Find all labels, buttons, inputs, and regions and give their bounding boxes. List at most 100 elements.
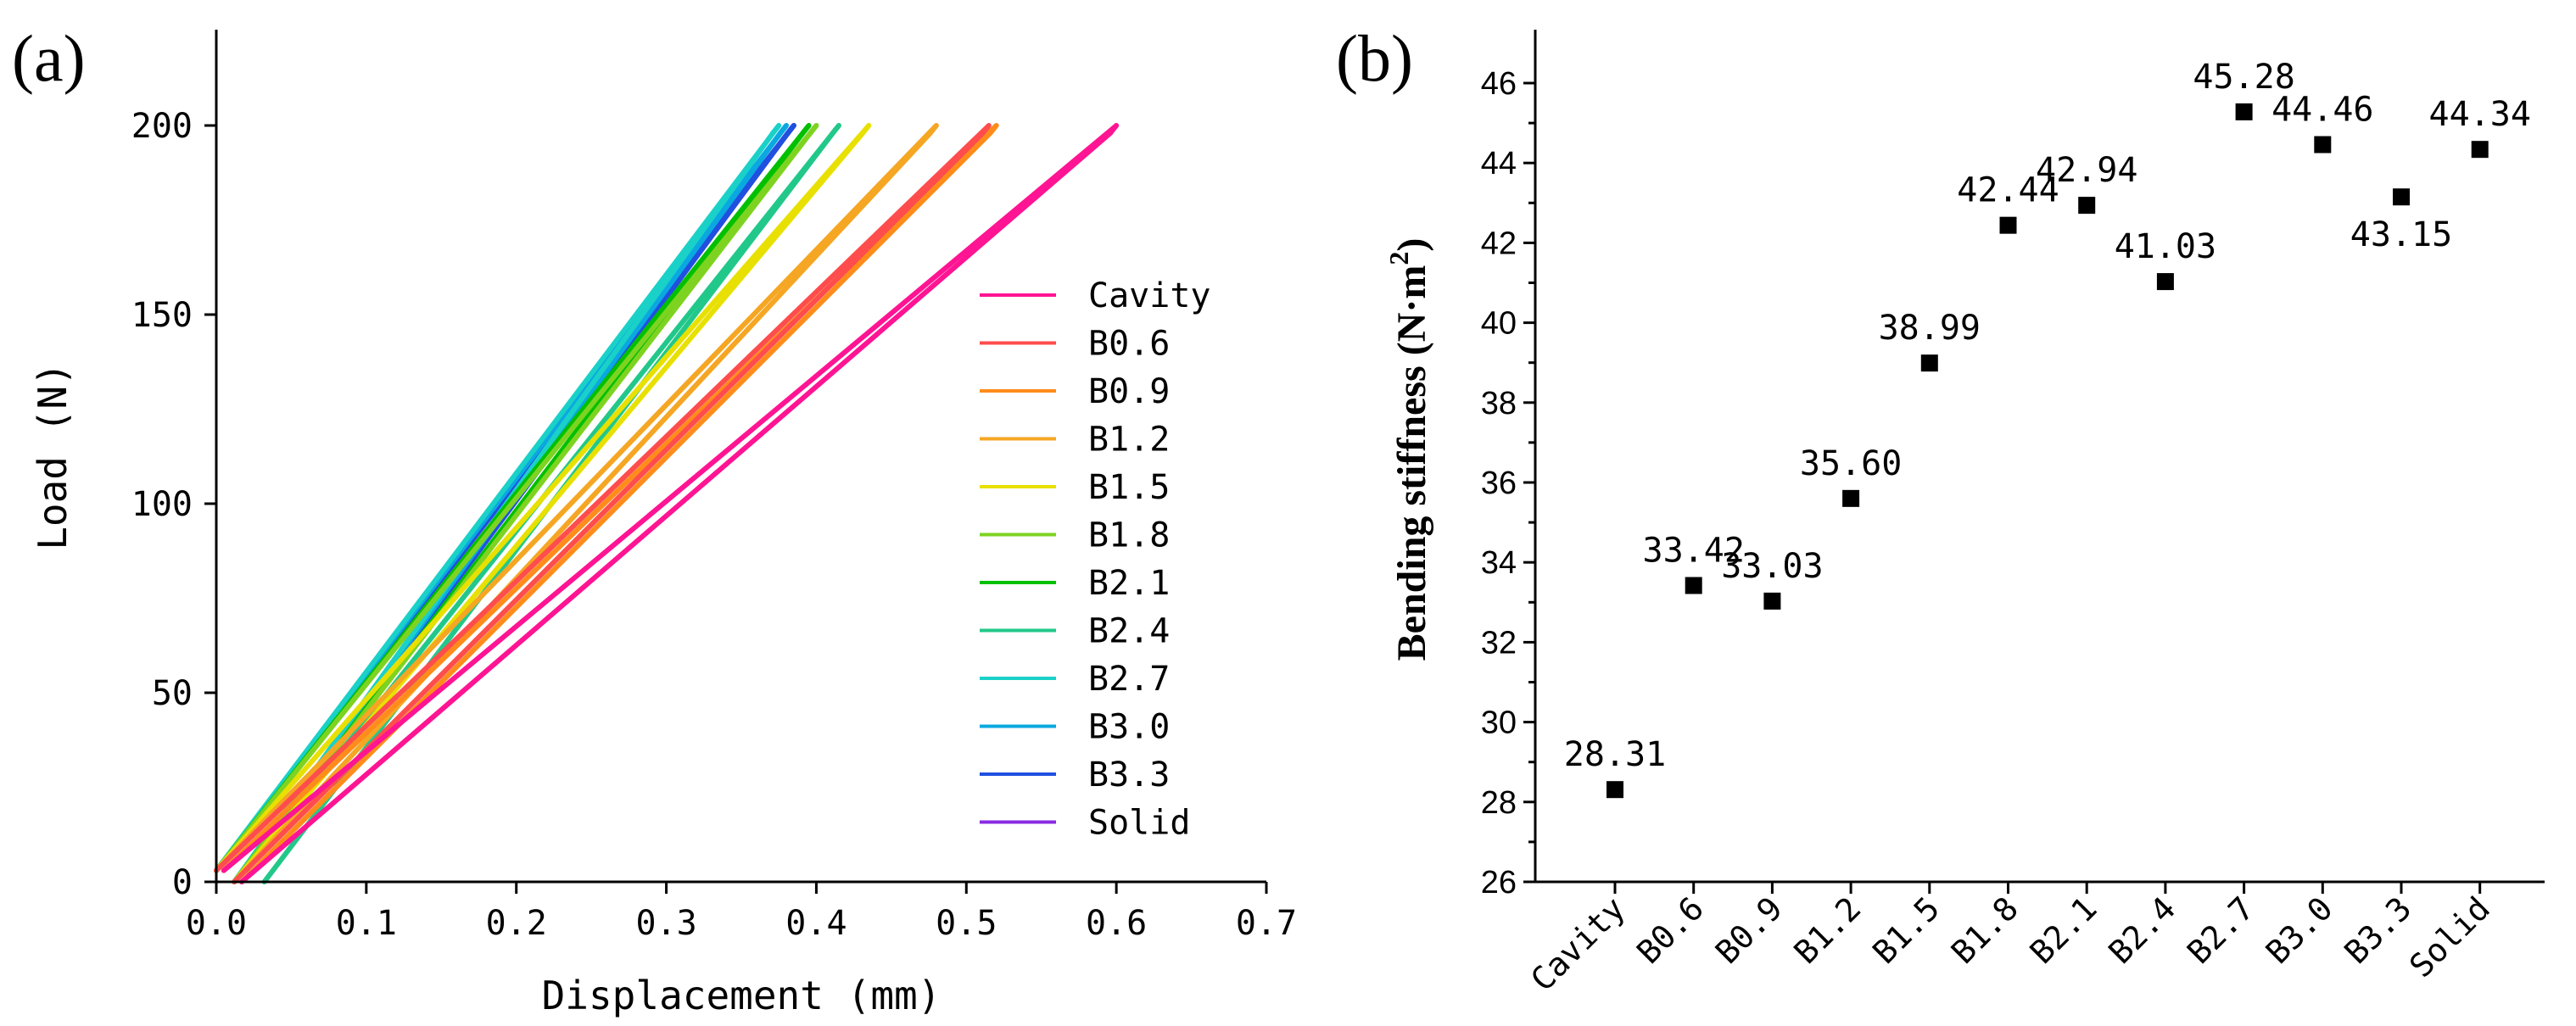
panel-a-y-tick-label: 50 [152,674,193,713]
legend-label-b2-7: B2.7 [1088,660,1170,699]
panel-a-series-cavity-loading-line [221,123,1120,873]
panel-b-data-label: 28.31 [1564,735,1666,774]
panel-b: (b) 26 28 30 32 34 36 38 40 42 44 46 CavityB0.6B0.… [1336,21,2545,998]
panel-b-point-b0-6 [1685,577,1702,594]
panel-a-series-cavity-peak [1108,124,1119,135]
panel-b-point-b1-2 [1842,489,1860,507]
panel-a-y-tick-label: 0 [172,863,193,902]
panel-b-point-b0-9 [1763,592,1781,610]
panel-b-x-tick-label: B0.6 [1629,889,1711,971]
panel-a-series-b0-6-peak [981,124,992,135]
panel-b-y-axis-title: Bending stiffness (N·m2) [1383,238,1434,661]
panel-a-series-b1-2-loading-line [214,123,939,873]
panel-a-x-ticks: 0.0 0.1 0.2 0.3 0.4 0.5 0.6 0.7 [186,882,1297,943]
panel-a-x-tick-label: 0.2 [486,904,547,943]
panel-a-series-b3-0-peak [778,124,789,135]
panel-a-y-tick-label: 100 [131,485,193,524]
panel-a-series-b2-1-peak [801,124,811,135]
panel-b-point-b2-4 [2156,273,2174,291]
panel-b-data-label: 38.99 [1879,309,1981,348]
legend-label-b3-0: B3.0 [1088,708,1170,747]
panel-a-series-b1-2-peak [928,124,939,135]
panel-b-y-tick-label: 42 [1481,226,1517,261]
panel-b-x-tick-label: B1.8 [1944,889,2026,971]
panel-a-series-b0-9-peak [988,124,999,135]
legend-label-b2-1: B2.1 [1088,564,1170,603]
panel-b-data-label: 42.44 [1957,171,2059,210]
panel-a-series-b2-7-loading-line [214,123,782,873]
panel-b-y-tick-label: 40 [1481,306,1517,342]
panel-b-point-b1-8 [1999,216,2017,234]
panel-b-y-tick-label: 30 [1481,705,1517,741]
panel-a-x-tick-label: 0.4 [785,904,847,943]
panel-b-x-tick-label: B1.5 [1865,889,1947,971]
panel-b-data-label: 43.15 [2350,215,2452,254]
panel-a-x-tick-label: 0.6 [1086,904,1147,943]
panel-b-point-cavity [1607,781,1623,799]
panel-b-data-label: 41.03 [2115,227,2216,266]
panel-b-point-b2-7 [2235,103,2253,120]
panel-a-x-tick-label: 0.1 [336,904,397,943]
panel-a-y-tick-label: 150 [131,296,193,335]
panel-b-point-b3-0 [2314,136,2332,153]
panel-b-y-axis-title-superscript: 2 [1383,252,1414,265]
panel-a-series-b0-6-loading-line [214,123,992,873]
legend-label-b1-2: B1.2 [1088,421,1170,460]
legend-label-b0-9: B0.9 [1088,372,1170,411]
panel-b-y-tick-label: 44 [1481,146,1517,181]
panel-b-point-b3-3 [2393,188,2410,206]
panel-b-x-tick-label: Cavity [1523,889,1632,998]
panel-b-x-tick-label: B3.0 [2259,889,2340,971]
panel-b-data-label: 33.42 [1642,532,1744,571]
panel-b-data-label: 44.46 [2271,91,2373,130]
panel-a-series-b3-3-peak [785,124,796,135]
panel-b-point-solid [2471,141,2489,159]
panel-b-x-tick-label: B2.4 [2101,889,2182,971]
legend-label-b3-3: B3.3 [1088,756,1170,795]
panel-a-series-b1-8-loading-line [214,123,819,873]
panel-a-series-b0-9-unloading-line [239,130,993,884]
panel-a-series-cavity [221,123,1120,884]
panel-a-series-b1-5-peak [860,124,871,135]
panel-b-data-label: 42.94 [2036,151,2137,190]
panel-b-data-label: 45.28 [2193,58,2294,97]
panel-a-x-tick-label: 0.3 [635,904,696,943]
panel-b-x-tick-label: B2.7 [2180,889,2261,971]
panel-b-data-label: 35.60 [1800,444,1902,483]
panel-a-label: (a) [12,21,86,95]
legend-label-cavity: Cavity [1088,276,1211,315]
panel-b-y-ticks: 26 28 30 32 34 36 38 40 42 44 46 [1481,66,1535,901]
panel-a-x-tick-label: 0.7 [1236,904,1297,943]
panel-b-x-tick-label: B0.9 [1708,889,1790,971]
panel-a-series-b2-4-peak [830,124,841,135]
panel-b-x-tick-label: B1.2 [1787,889,1869,971]
panel-a-series-b2-7-peak [770,124,781,135]
legend-label-b0-6: B0.6 [1088,325,1170,364]
panel-a-x-tick-label: 0.0 [186,904,247,943]
panel-b-data-label: 33.03 [1721,547,1823,586]
panel-a-series-group [214,123,1120,884]
legend-label-b2-4: B2.4 [1088,612,1170,651]
legend-label-solid: Solid [1088,804,1190,843]
panel-b-y-tick-label: 36 [1481,466,1517,501]
panel-a-y-tick-label: 200 [131,107,193,146]
panel-b-y-tick-label: 34 [1481,545,1517,581]
panel-b-y-tick-label: 38 [1481,386,1517,421]
panel-b-y-tick-label: 28 [1481,785,1517,821]
panel-b-label: (b) [1336,21,1413,95]
panel-b-y-tick-label: 32 [1481,625,1517,661]
panel-b-x-ticks: CavityB0.6B0.9B1.2B1.5B1.8B2.1B2.4B2.7B3… [1523,882,2497,998]
panel-a-legend: Cavity B0.6 B0.9 B1.2 B1.5 B1.8 B2.1 B2.4 B2.7 B3… [980,276,1211,843]
panel-b-y-tick-label: 46 [1481,66,1517,102]
panel-b-y-axis-title-main: Bending stiffness (N·m [1389,265,1434,661]
panel-a-x-tick-label: 0.5 [936,904,997,943]
panel-b-data-label: 44.34 [2428,95,2530,134]
panel-a-y-axis-title: Load (N) [30,362,75,550]
panel-b-point-b2-1 [2078,197,2096,215]
panel-b-y-tick-label: 26 [1481,865,1517,901]
panel-a-series-b1-5-loading-line [214,123,872,873]
panel-b-x-tick-label: B2.1 [2023,889,2104,971]
panel-a-series-b1-2-unloading-line [232,130,933,884]
